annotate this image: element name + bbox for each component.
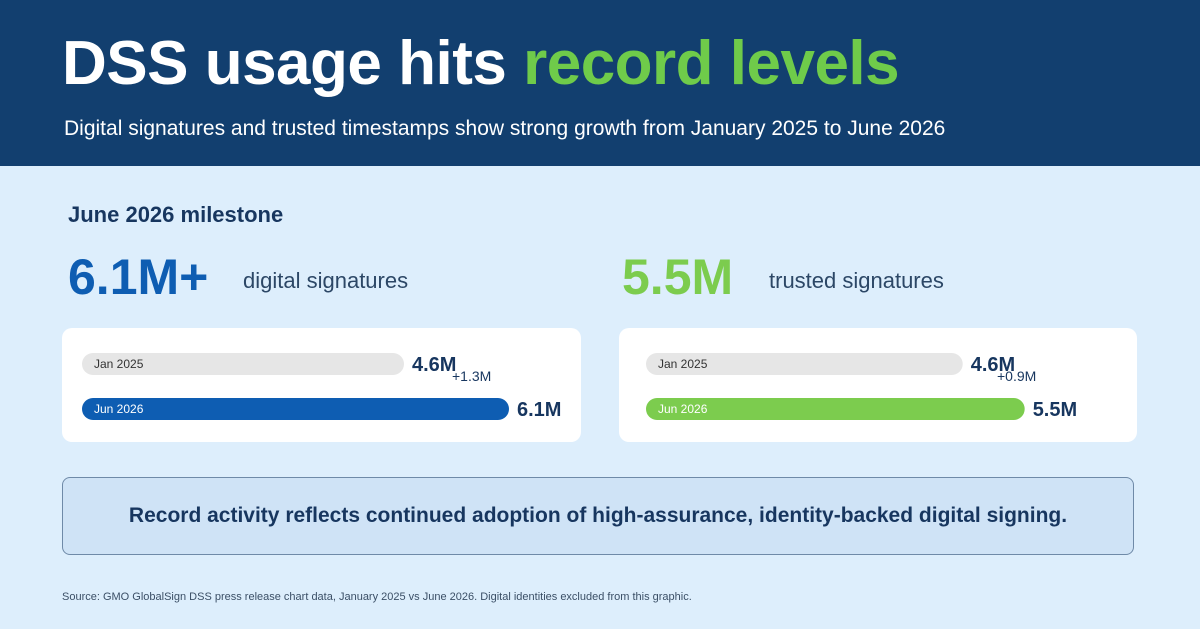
bar-value-label: 6.1M: [517, 399, 561, 421]
stat-label-digital: digital signatures: [243, 268, 409, 293]
chart-digital-signatures: Jan 2025 4.6M Jun 2026 6.1M +1.3M: [82, 353, 561, 421]
bar-category-label: Jun 2026: [658, 402, 708, 416]
chart-card-digital: Jan 2025 4.6M Jun 2026 6.1M +1.3M: [62, 328, 581, 442]
stat-value-trusted: 5.5M: [622, 249, 734, 305]
bar-digital-jan-2025: [82, 353, 404, 375]
bar-digital-jun-2026: [82, 398, 509, 420]
delta-label: +0.9M: [997, 368, 1036, 384]
bar-category-label: Jan 2025: [658, 357, 708, 371]
callout-box: Record activity reflects continued adopt…: [62, 477, 1134, 555]
bar-category-label: Jun 2026: [94, 402, 144, 416]
header-banner: DSS usage hits record levels Digital sig…: [0, 0, 1200, 166]
title-accent: record levels: [523, 29, 900, 98]
bar-trusted-jan-2025: [646, 353, 963, 375]
chart-trusted-signatures: Jan 2025 4.6M Jun 2026 5.5M +0.9M: [646, 353, 1077, 421]
title-main: DSS usage hits: [62, 29, 524, 98]
milestone-heading: June 2026 milestone: [68, 202, 284, 227]
page-subtitle: Digital signatures and trusted timestamp…: [64, 117, 946, 140]
stat-label-trusted: trusted signatures: [769, 268, 944, 293]
bar-trusted-jun-2026: [646, 398, 1025, 420]
chart-card-trusted: Jan 2025 4.6M Jun 2026 5.5M +0.9M: [619, 328, 1137, 442]
source-note: Source: GMO GlobalSign DSS press release…: [62, 591, 692, 603]
bar-value-label: 5.5M: [1033, 399, 1077, 421]
delta-label: +1.3M: [452, 368, 491, 384]
bar-value-label: 4.6M: [971, 354, 1015, 376]
page-title: DSS usage hits record levels: [62, 29, 900, 98]
bar-value-label: 4.6M: [412, 354, 456, 376]
stat-value-digital: 6.1M+: [68, 249, 209, 305]
bar-category-label: Jan 2025: [94, 357, 144, 371]
